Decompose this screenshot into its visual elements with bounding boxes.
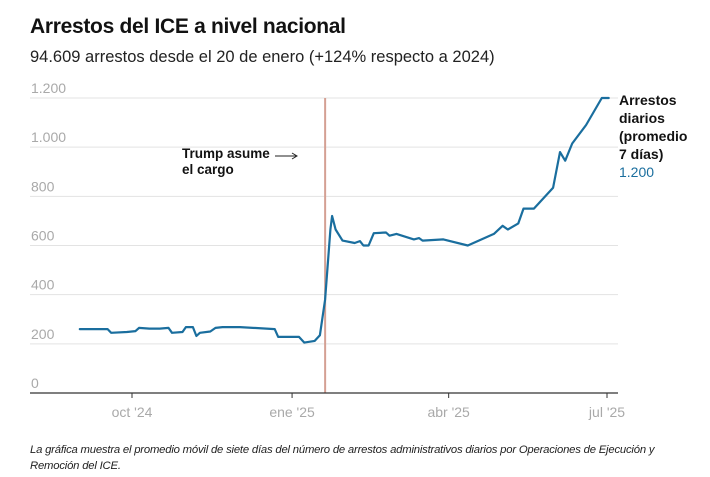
x-tick-label: jul '25 bbox=[588, 404, 625, 420]
chart-title: Arrestos del ICE a nivel nacional bbox=[30, 15, 346, 38]
series-line bbox=[78, 96, 610, 344]
y-tick-label: 1.200 bbox=[31, 80, 66, 96]
y-tick-label: 800 bbox=[31, 178, 55, 194]
y-tick-label: 600 bbox=[31, 228, 55, 244]
series-layer bbox=[78, 96, 610, 344]
series-label-line: diarios bbox=[619, 110, 665, 126]
y-tick-label: 400 bbox=[31, 277, 55, 293]
event-label-line-2: el cargo bbox=[182, 162, 234, 177]
chart-subtitle: 94.609 arrestos desde el 20 de enero (+1… bbox=[30, 48, 495, 66]
gridlines bbox=[30, 97, 618, 345]
event-label-line-1: Trump asume bbox=[182, 146, 270, 161]
x-tick-label: abr '25 bbox=[427, 404, 470, 420]
y-axis-ticks: 0 200 400 600 800 1.000 1.200 bbox=[31, 80, 66, 391]
x-axis: oct '24 ene '25 abr '25 jul '25 bbox=[30, 392, 625, 420]
arrow-head-icon bbox=[291, 152, 298, 160]
series-label-line: (promedio bbox=[619, 128, 687, 144]
y-tick-label: 1.000 bbox=[31, 129, 66, 145]
x-tick-label: ene '25 bbox=[269, 404, 315, 420]
series-label-line: 7 días) bbox=[619, 146, 663, 162]
chart-footnote: La gráfica muestra el promedio móvil de … bbox=[30, 444, 655, 472]
y-tick-label: 200 bbox=[31, 326, 55, 342]
series-label: Arrestos diarios (promedio 7 días) 1.200 bbox=[619, 92, 687, 180]
y-tick-label: 0 bbox=[31, 375, 39, 391]
series-end-value: 1.200 bbox=[619, 164, 654, 180]
x-tick-label: oct '24 bbox=[112, 404, 153, 420]
series-label-line: Arrestos bbox=[619, 92, 677, 108]
